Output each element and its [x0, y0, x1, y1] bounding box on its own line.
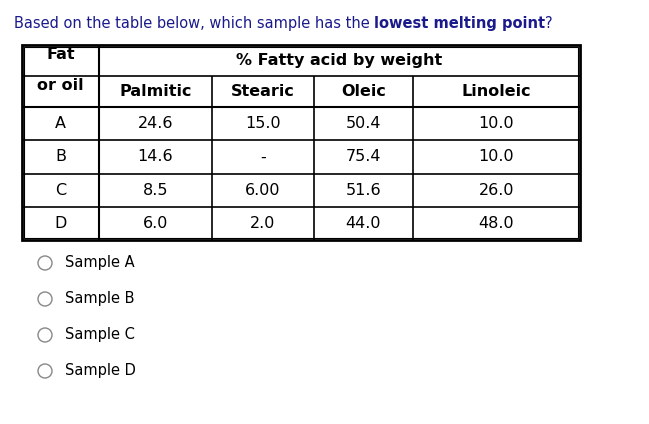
Circle shape	[38, 292, 52, 306]
Text: Linoleic: Linoleic	[461, 84, 531, 99]
Text: A: A	[55, 116, 66, 131]
Text: Stearic: Stearic	[231, 84, 295, 99]
Text: Sample D: Sample D	[65, 363, 136, 379]
Text: 24.6: 24.6	[138, 116, 173, 131]
Text: 6.0: 6.0	[143, 216, 168, 231]
Text: 48.0: 48.0	[478, 216, 514, 231]
Text: 10.0: 10.0	[478, 116, 514, 131]
Circle shape	[38, 328, 52, 342]
Bar	[22, 45, 580, 240]
Text: or oil: or oil	[37, 78, 84, 93]
Text: 50.4: 50.4	[345, 116, 381, 131]
Text: 14.6: 14.6	[138, 149, 173, 165]
Text: 15.0: 15.0	[245, 116, 280, 131]
Text: Sample A: Sample A	[65, 256, 134, 271]
Text: Fat: Fat	[46, 47, 75, 62]
Text: Oleic: Oleic	[341, 84, 386, 99]
Text: Sample B: Sample B	[65, 292, 134, 307]
Text: Sample C: Sample C	[65, 327, 135, 343]
Circle shape	[38, 256, 52, 270]
Text: 51.6: 51.6	[345, 183, 381, 198]
Text: Based on the table below, which sample has the: Based on the table below, which sample h…	[14, 16, 374, 31]
Circle shape	[38, 364, 52, 378]
Text: ?: ?	[546, 16, 553, 31]
Text: C: C	[55, 183, 66, 198]
Text: % Fatty acid by weight: % Fatty acid by weight	[236, 53, 443, 68]
Text: B: B	[55, 149, 66, 165]
Text: 8.5: 8.5	[143, 183, 168, 198]
Text: 44.0: 44.0	[345, 216, 381, 231]
Text: 2.0: 2.0	[250, 216, 275, 231]
Bar	[24, 47, 578, 238]
Text: -: -	[260, 149, 265, 165]
Text: 6.00: 6.00	[245, 183, 280, 198]
Text: lowest melting point: lowest melting point	[374, 16, 546, 31]
Text: 75.4: 75.4	[345, 149, 381, 165]
Text: D: D	[55, 216, 67, 231]
Text: 10.0: 10.0	[478, 149, 514, 165]
Text: 26.0: 26.0	[478, 183, 514, 198]
Text: Palmitic: Palmitic	[119, 84, 191, 99]
